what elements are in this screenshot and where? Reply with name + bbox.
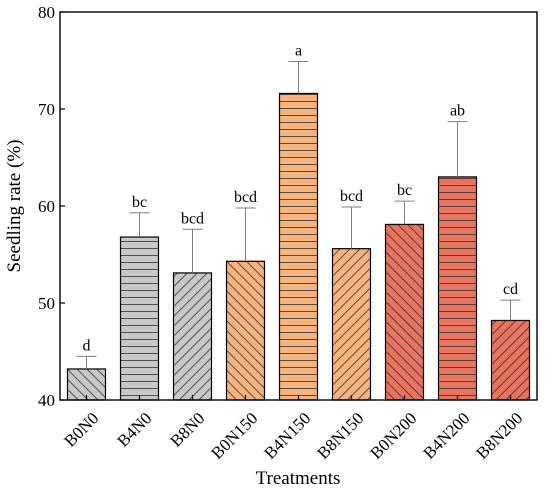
x-tick-label: B0N200 bbox=[366, 409, 420, 463]
bars-layer bbox=[66, 92, 531, 401]
bar-b0n150 bbox=[225, 260, 266, 401]
y-tick-label: 40 bbox=[38, 391, 55, 410]
y-axis-title: Seedling rate (%) bbox=[4, 140, 25, 273]
error-bar-b4n150 bbox=[288, 60, 309, 94]
error-bar-b4n200 bbox=[447, 121, 468, 177]
y-tick-label: 80 bbox=[38, 3, 55, 22]
bar-b4n150 bbox=[278, 92, 319, 401]
bar-b8n150 bbox=[331, 248, 372, 401]
y-tick-label: 60 bbox=[38, 197, 55, 216]
bar-b8n200 bbox=[490, 319, 531, 401]
error-bar-b0n150 bbox=[235, 207, 256, 262]
x-tick-label: B0N150 bbox=[207, 409, 261, 463]
error-bar-b8n150 bbox=[341, 206, 362, 249]
significance-label-b8n150: bcd bbox=[340, 188, 363, 205]
x-tick-label: B4N150 bbox=[260, 409, 314, 463]
x-tick-label: B8N150 bbox=[313, 409, 367, 463]
x-tick-label: B8N0 bbox=[166, 409, 208, 451]
bar-b8n0 bbox=[172, 272, 213, 401]
significance-label-b4n150: a bbox=[295, 42, 302, 59]
y-tick-label: 70 bbox=[38, 100, 55, 119]
bar-b4n0 bbox=[119, 236, 160, 401]
significance-label-b4n0: bc bbox=[132, 194, 147, 211]
error-bar-b4n0 bbox=[129, 212, 150, 238]
bar-b0n200 bbox=[384, 223, 425, 401]
error-bar-b0n0 bbox=[76, 355, 97, 369]
bar-b4n200 bbox=[437, 176, 478, 401]
y-ticks-layer: 40 50 60 70 80 bbox=[38, 3, 65, 410]
x-tick-label: B0N0 bbox=[60, 409, 102, 451]
x-tick-label: B4N0 bbox=[113, 409, 155, 451]
significance-label-b0n200: bc bbox=[397, 182, 412, 199]
x-tick-label: B4N200 bbox=[419, 409, 473, 463]
error-bar-b0n200 bbox=[394, 200, 415, 225]
bar-b0n0 bbox=[66, 368, 107, 401]
significance-label-b0n0: d bbox=[83, 337, 91, 354]
significance-label-b4n200: ab bbox=[450, 103, 465, 120]
error-bars-layer bbox=[76, 60, 521, 369]
error-bar-b8n0 bbox=[182, 228, 203, 273]
error-bar-b8n200 bbox=[500, 299, 521, 321]
x-tick-label: B8N200 bbox=[472, 409, 526, 463]
x-axis-title: Treatments bbox=[256, 468, 341, 489]
significance-label-b0n150: bcd bbox=[234, 189, 257, 206]
significance-label-b8n0: bcd bbox=[181, 210, 204, 227]
significance-label-b8n200: cd bbox=[503, 281, 518, 298]
x-ticks-layer: B0N0 B4N0 B8N0B0N150B4N150B8N150B0N200B4N2… bbox=[60, 395, 527, 463]
y-tick-label: 50 bbox=[38, 294, 55, 313]
